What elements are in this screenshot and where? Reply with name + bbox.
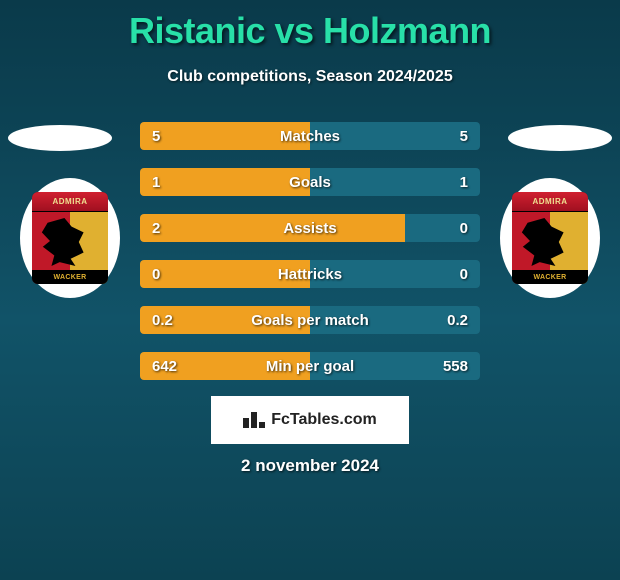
stat-label: Matches — [140, 128, 480, 145]
stat-row: 642Min per goal558 — [140, 352, 480, 380]
stat-label: Min per goal — [140, 358, 480, 375]
stat-row: 0.2Goals per match0.2 — [140, 306, 480, 334]
stat-label: Goals — [140, 174, 480, 191]
stat-row: 1Goals1 — [140, 168, 480, 196]
stat-label: Hattricks — [140, 266, 480, 283]
page-subtitle: Club competitions, Season 2024/2025 — [0, 68, 620, 86]
stat-row: 0Hattricks0 — [140, 260, 480, 288]
stat-row: 5Matches5 — [140, 122, 480, 150]
stat-row: 2Assists0 — [140, 214, 480, 242]
bar-chart-icon — [243, 412, 265, 428]
page-title: Ristanic vs Holzmann — [0, 0, 620, 52]
date-label: 2 november 2024 — [0, 456, 620, 476]
attribution-badge: FcTables.com — [211, 396, 409, 444]
stat-label: Assists — [140, 220, 480, 237]
stat-label: Goals per match — [140, 312, 480, 329]
attribution-text: FcTables.com — [271, 411, 377, 429]
stats-comparison-chart: 5Matches5 1Goals1 2Assists0 0Hattricks0 0.2G… — [0, 122, 620, 380]
